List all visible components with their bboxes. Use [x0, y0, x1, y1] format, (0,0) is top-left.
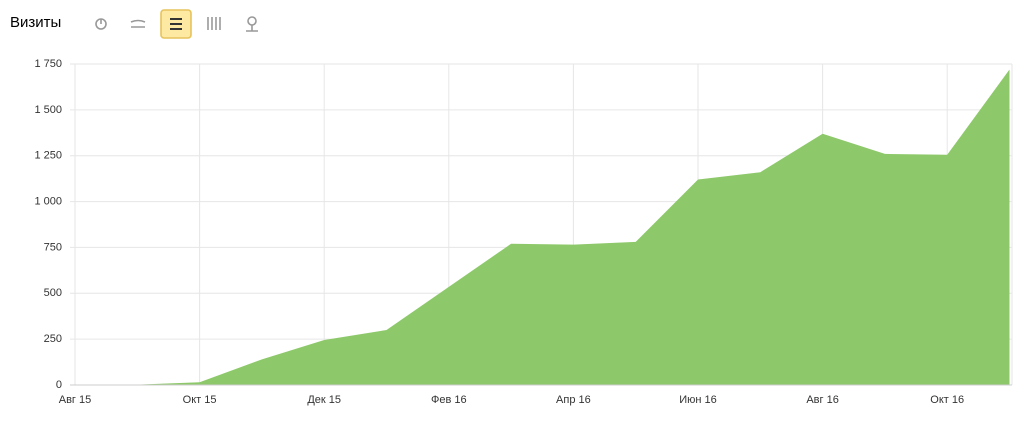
y-tick-label: 1 250 — [34, 150, 62, 162]
y-tick-label: 1 500 — [34, 104, 62, 116]
pie-view-button[interactable] — [95, 18, 107, 30]
area — [75, 69, 1010, 385]
map-view-button[interactable] — [246, 16, 258, 32]
x-tick-label: Авг 15 — [59, 394, 91, 406]
line-view-button[interactable] — [130, 19, 146, 28]
x-tick-label: Авг 16 — [806, 394, 838, 406]
x-tick-label: Окт 16 — [930, 394, 964, 406]
y-tick-label: 1 000 — [34, 195, 62, 207]
y-tick-label: 500 — [44, 287, 62, 299]
x-tick-label: Дек 15 — [307, 394, 341, 406]
x-tick-label: Окт 15 — [183, 394, 217, 406]
view-switcher — [95, 9, 258, 39]
chart-title: Визиты — [10, 14, 61, 31]
y-tick-label: 0 — [56, 379, 62, 391]
x-tick-label: Июн 16 — [679, 394, 717, 406]
y-tick-label: 250 — [44, 333, 62, 345]
area-view-button-icon — [170, 18, 182, 30]
x-tick-label: Апр 16 — [556, 394, 591, 406]
bar-view-button[interactable] — [207, 17, 221, 30]
y-tick-label: 1 750 — [34, 58, 62, 70]
x-tick-label: Фев 16 — [431, 394, 467, 406]
y-tick-label: 750 — [44, 241, 62, 253]
